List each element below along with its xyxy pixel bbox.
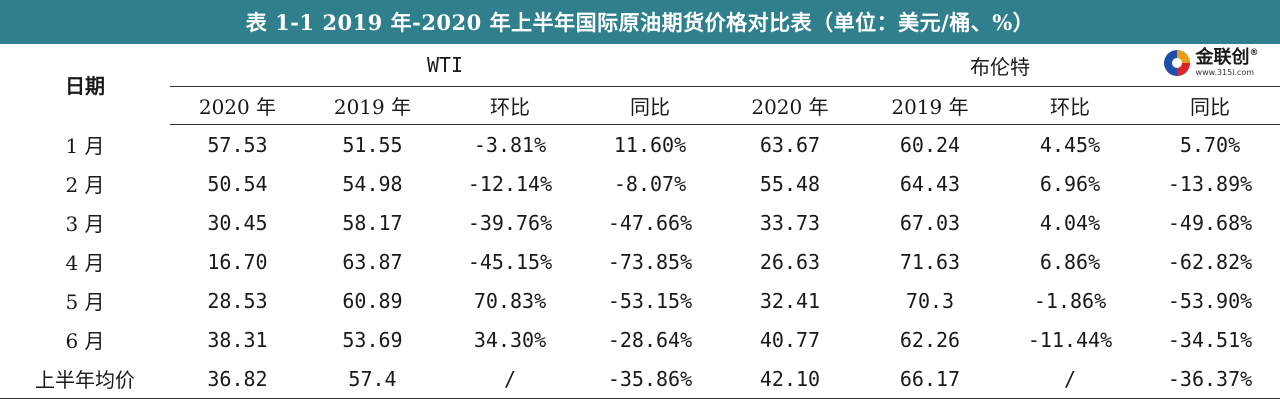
table-cell: -49.68% <box>1167 210 1253 235</box>
date-header: 日期 <box>65 73 105 98</box>
table-row: 5 月 28.53 60.89 70.83% -53.15% 32.41 70.… <box>0 281 1280 320</box>
table-cell: -62.82% <box>1167 249 1253 274</box>
table-cell: -8.07% <box>613 171 687 196</box>
table-cell: 38.31 <box>207 327 268 352</box>
table-cell: 28.53 <box>207 288 268 313</box>
table-cell: 26.63 <box>759 249 821 274</box>
row-label: 6 月 <box>65 329 105 353</box>
table-cell: 63.87 <box>342 249 403 274</box>
col-header-wti-mom: 环比 <box>440 86 580 125</box>
table-cell: 40.77 <box>759 327 821 352</box>
header-row-groups: 日期 WTI 布伦特 金联创® www.315i.com <box>0 44 1280 98</box>
company-logo: 金联创® www.315i.com <box>1162 48 1259 78</box>
table-cell: -34.51% <box>1167 327 1253 352</box>
col-header-wti-2019: 2019 年 <box>305 86 440 125</box>
table-cell: 32.41 <box>759 288 821 313</box>
table-cell: 6.86% <box>1039 249 1101 274</box>
table-cell: -11.44% <box>1027 327 1113 352</box>
table-cell: -13.89% <box>1167 171 1253 196</box>
table-cell: 6.96% <box>1039 171 1101 196</box>
table-cell: 33.73 <box>759 210 821 235</box>
table-cell: 57.53 <box>207 132 268 157</box>
table-cell: -39.76% <box>467 210 553 235</box>
table-cell: 34.30% <box>473 327 547 352</box>
table-cell: 42.10 <box>720 359 860 399</box>
table-cell: 64.43 <box>899 171 961 196</box>
table-cell: -12.14% <box>467 171 553 196</box>
table-cell: -45.15% <box>467 249 553 274</box>
table-cell: / <box>1000 359 1141 399</box>
table-cell: 67.03 <box>899 210 961 235</box>
table-cell: 11.60% <box>613 132 687 157</box>
logo-url: www.315i.com <box>1195 67 1255 77</box>
table-cell: 5.70% <box>1179 132 1241 157</box>
table-cell: 57.4 <box>305 359 440 399</box>
table-cell: 60.89 <box>342 288 403 313</box>
price-comparison-table: 日期 WTI 布伦特 金联创® www.315i.com <box>0 44 1280 399</box>
table-cell: 62.26 <box>899 327 961 352</box>
table-cell: 71.63 <box>899 249 961 274</box>
table-row: 1 月 57.53 51.55 -3.81% 11.60% 63.67 60.2… <box>0 125 1280 165</box>
logo-registered-mark: ® <box>1249 47 1259 58</box>
table-cell: 4.04% <box>1039 210 1101 235</box>
header-row-columns: 2020 年 2019 年 环比 同比 2020 年 2019 年 环比 同比 <box>0 86 1280 125</box>
table-cell: -73.85% <box>607 249 693 274</box>
table-cell: 58.17 <box>342 210 403 235</box>
col-header-brent-2019: 2019 年 <box>860 86 1000 125</box>
logo-mark-icon <box>1163 49 1190 76</box>
table-cell: -3.81% <box>473 132 547 157</box>
table-cell: 70.3 <box>905 288 955 313</box>
price-table-container: 日期 WTI 布伦特 金联创® www.315i.com <box>0 44 1280 402</box>
table-cell: 60.24 <box>899 132 961 157</box>
logo-cell: 金联创® www.315i.com <box>1140 44 1280 87</box>
row-label: 3 月 <box>65 212 105 236</box>
table-cell: -36.37% <box>1140 359 1280 399</box>
row-label: 上半年均价 <box>0 359 170 399</box>
table-cell: 50.54 <box>207 171 268 196</box>
table-cell: -1.86% <box>1033 288 1107 313</box>
col-header-brent-2020: 2020 年 <box>720 86 860 125</box>
table-cell: 30.45 <box>207 210 268 235</box>
table-title: 表 1-1 2019 年-2020 年上半年国际原油期货价格对比表（单位：美元/… <box>0 0 1280 44</box>
table-cell: 53.69 <box>342 327 403 352</box>
table-cell: 36.82 <box>170 359 305 399</box>
table-cell: 51.55 <box>342 132 403 157</box>
table-body: 1 月 57.53 51.55 -3.81% 11.60% 63.67 60.2… <box>0 125 1280 399</box>
table-cell: -53.90% <box>1167 288 1253 313</box>
row-label: 2 月 <box>65 173 105 197</box>
table-cell: 70.83% <box>473 288 547 313</box>
col-header-brent-yoy: 同比 <box>1140 86 1280 125</box>
table-cell: 55.48 <box>759 171 821 196</box>
table-cell: / <box>440 359 580 399</box>
table-cell: 66.17 <box>860 359 1000 399</box>
table-cell: 54.98 <box>342 171 403 196</box>
table-cell: -35.86% <box>580 359 720 399</box>
table-row: 4 月 16.70 63.87 -45.15% -73.85% 26.63 71… <box>0 242 1280 281</box>
row-label: 5 月 <box>65 290 105 314</box>
wti-group-header: WTI <box>170 44 720 87</box>
table-cell: 16.70 <box>207 249 268 274</box>
table-cell: -53.15% <box>607 288 693 313</box>
row-label: 4 月 <box>65 251 105 275</box>
table-cell: -28.64% <box>607 327 693 352</box>
table-row-average: 上半年均价 36.82 57.4 / -35.86% 42.10 66.17 /… <box>0 359 1280 399</box>
col-header-wti-yoy: 同比 <box>580 86 720 125</box>
table-row: 2 月 50.54 54.98 -12.14% -8.07% 55.48 64.… <box>0 164 1280 203</box>
table-cell: 4.45% <box>1039 132 1101 157</box>
col-header-wti-2020: 2020 年 <box>170 86 305 125</box>
row-label: 1 月 <box>65 133 105 158</box>
table-cell: -47.66% <box>607 210 693 235</box>
table-row: 3 月 30.45 58.17 -39.76% -47.66% 33.73 67… <box>0 203 1280 242</box>
brent-group-header: 布伦特 <box>720 44 1141 87</box>
table-cell: 63.67 <box>759 132 821 157</box>
logo-name: 金联创 <box>1195 46 1250 68</box>
col-header-brent-mom: 环比 <box>1000 86 1141 125</box>
table-row: 6 月 38.31 53.69 34.30% -28.64% 40.77 62.… <box>0 320 1280 359</box>
